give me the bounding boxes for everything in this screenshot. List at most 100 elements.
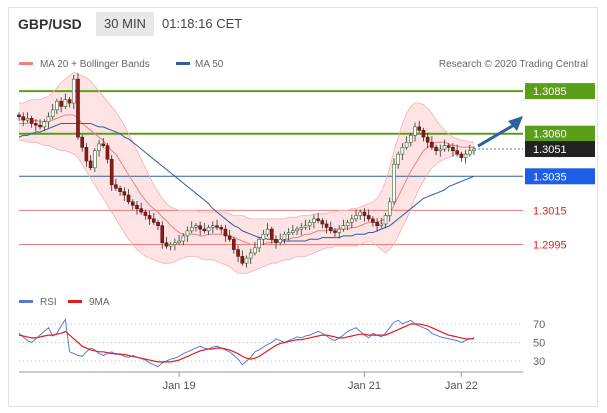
level-label-1.3035: 1.3035	[533, 171, 567, 183]
candle-body	[455, 150, 459, 155]
candle-body	[29, 118, 34, 124]
candle-body	[341, 225, 346, 230]
candle-body	[446, 145, 451, 148]
candle-body	[97, 143, 101, 152]
candle-body	[379, 223, 384, 227]
candle-body	[143, 211, 148, 216]
candle-body	[152, 218, 156, 223]
target-arrow-head	[508, 116, 523, 131]
candle-body	[472, 148, 476, 152]
rsi-line	[18, 317, 475, 368]
candle-body	[101, 143, 106, 146]
candle-body	[135, 204, 139, 209]
candle-body	[400, 147, 405, 155]
candle-body	[451, 147, 455, 152]
candle-body	[42, 121, 47, 128]
candle-body	[278, 239, 283, 244]
candle-body	[173, 242, 177, 245]
candle-body	[240, 256, 245, 264]
candle-body	[164, 242, 169, 247]
candle-body	[139, 208, 143, 213]
candle-body	[358, 211, 363, 216]
candle-body	[71, 78, 76, 104]
candle-body	[17, 114, 21, 117]
level-label-1.3051: 1.3051	[533, 144, 567, 156]
x-tick-label-Jan 21: Jan 21	[348, 380, 381, 392]
level-label-1.3015: 1.3015	[533, 205, 567, 217]
candle-body	[118, 187, 122, 192]
candle-body	[312, 218, 316, 223]
rsi-tick-label-50: 50	[533, 338, 545, 350]
candle-body	[46, 116, 51, 123]
rsi-tick-label-30: 30	[533, 356, 545, 368]
candle-body	[282, 233, 287, 240]
x-tick-label-Jan 22: Jan 22	[445, 380, 478, 392]
level-tag-1.3085	[525, 83, 595, 100]
bollinger-band-area	[19, 72, 474, 274]
candle-body	[257, 239, 261, 249]
candle-body	[232, 239, 236, 250]
candle-body	[34, 123, 38, 126]
candle-body	[316, 218, 320, 221]
candles	[17, 73, 476, 268]
candle-body	[189, 227, 194, 232]
ma20-line	[19, 114, 474, 245]
candle-body	[25, 118, 30, 121]
candle-body	[307, 221, 312, 227]
candle-body	[126, 194, 131, 203]
chart-frame	[8, 7, 598, 407]
candle-body	[156, 221, 160, 227]
candle-body	[210, 225, 215, 228]
level-label-1.3085: 1.3085	[533, 86, 567, 98]
rsi-ma-legend-label: 9MA	[89, 297, 110, 308]
candle-body	[417, 126, 422, 131]
candle-body	[303, 225, 308, 228]
candle-body	[434, 147, 438, 152]
candle-body	[130, 201, 135, 206]
candle-body	[345, 221, 350, 227]
candle-body	[295, 228, 299, 232]
clock-label: 01:18:16 CET	[162, 16, 243, 31]
rsi-ma-line	[18, 323, 474, 363]
candle-body	[354, 215, 358, 220]
candle-body	[181, 235, 186, 242]
candle-body	[160, 225, 165, 244]
bollinger-legend-label: MA 20 + Bollinger Bands	[40, 59, 150, 70]
candle-body	[80, 136, 84, 148]
candle-body	[202, 228, 207, 232]
timeframe-button[interactable]: 30 MIN	[96, 12, 154, 36]
candle-body	[206, 227, 211, 232]
candle-body	[375, 221, 379, 227]
candle-body	[236, 249, 240, 257]
candle-body	[38, 124, 42, 128]
candle-body	[21, 116, 26, 121]
candle-body	[413, 126, 417, 136]
candle-body	[371, 218, 375, 223]
ma50-legend-label: MA 50	[195, 59, 224, 70]
rsi-tick-label-70: 70	[533, 319, 545, 331]
level-label-1.3060: 1.3060	[533, 129, 567, 141]
bollinger-lower-line	[19, 140, 475, 274]
candle-body	[387, 201, 392, 216]
candle-body	[219, 227, 224, 230]
level-tag-1.3051	[525, 141, 595, 158]
x-tick-label-Jan 19: Jan 19	[163, 380, 196, 392]
candle-body	[430, 141, 434, 148]
candle-body	[198, 225, 202, 230]
candle-body	[463, 153, 468, 158]
candle-body	[248, 252, 253, 259]
candle-body	[442, 145, 447, 150]
candle-body	[337, 228, 341, 233]
bollinger-legend-swatch	[19, 62, 33, 65]
candle-body	[383, 215, 388, 225]
candle-body	[261, 233, 266, 240]
symbol-label: GBP/USD	[18, 16, 82, 32]
candle-body	[67, 99, 72, 104]
rsi-legend-label: RSI	[40, 297, 57, 308]
candle-body	[467, 150, 472, 155]
candle-body	[404, 141, 409, 148]
candle-body	[253, 247, 257, 254]
candle-body	[324, 223, 329, 228]
candle-body	[291, 230, 295, 233]
